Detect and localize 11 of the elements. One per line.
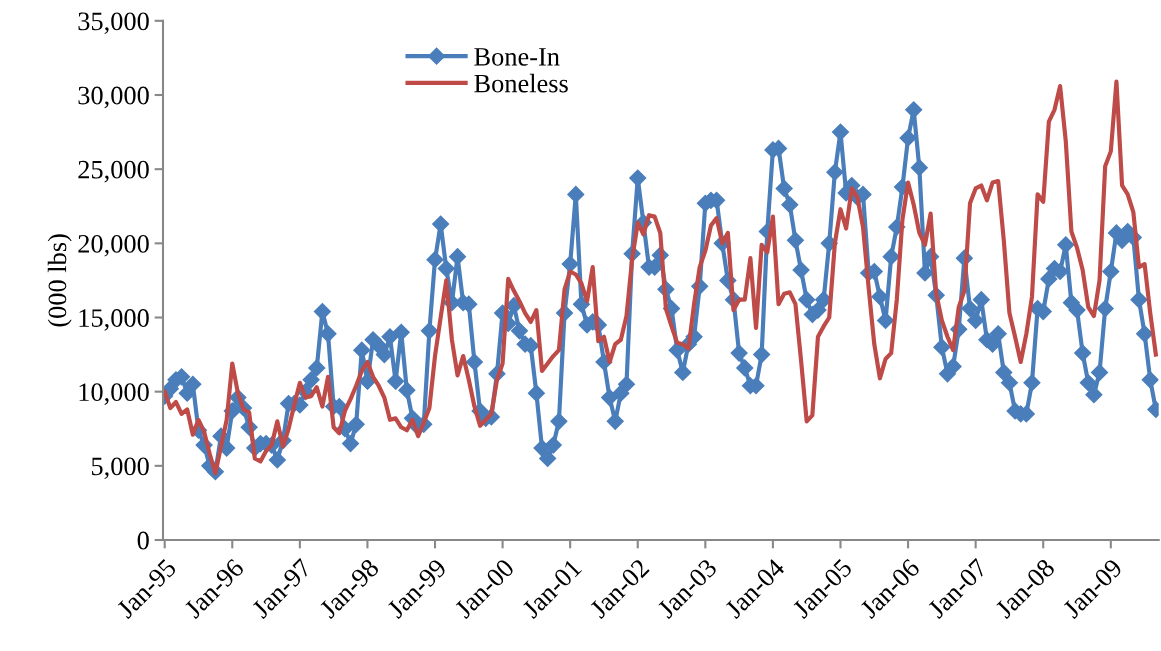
y-tick-label: 0: [137, 531, 149, 550]
y-tick-label: 15,000: [79, 309, 149, 331]
y-axis-title: (000 lbs): [47, 234, 72, 327]
y-tick-label: 10,000: [79, 383, 149, 405]
y-tick-label: 25,000: [78, 160, 149, 183]
y-tick-label: 30,000: [78, 86, 149, 109]
legend-label: Bone-In: [474, 48, 560, 66]
y-tick-label: 20,000: [78, 234, 149, 257]
y-tick-label: 5,000: [91, 457, 149, 480]
legend-label: Boneless: [474, 73, 568, 93]
y-tick-label: 35,000: [78, 12, 149, 35]
